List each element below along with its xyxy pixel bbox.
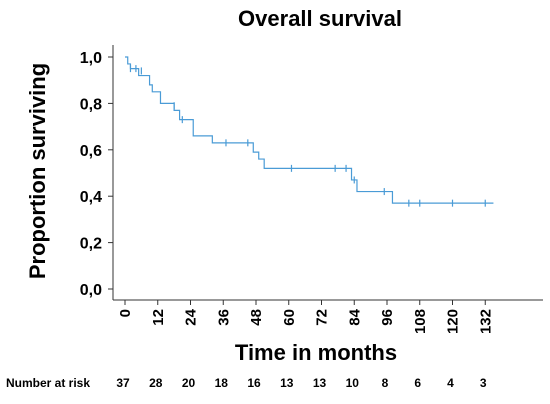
x-tick-label: 60	[281, 309, 298, 326]
x-ticks: 0 12 24 36 48 60 72 84 96 108 120 132	[117, 300, 494, 334]
risk-value: 13	[280, 376, 294, 390]
risk-value: 16	[247, 376, 261, 390]
chart-title: Overall survival	[238, 6, 402, 31]
risk-value: 37	[116, 376, 130, 390]
y-tick-label: 0,8	[80, 96, 102, 113]
risk-value: 20	[182, 376, 196, 390]
survival-curve	[125, 56, 494, 204]
risk-value: 6	[414, 376, 421, 390]
y-tick-label: 0,4	[80, 189, 102, 206]
risk-value: 10	[346, 376, 360, 390]
y-tick-label: 0,6	[80, 143, 102, 160]
y-ticks: 0,0 0,2 0,4 0,6 0,8 1,0	[80, 50, 113, 299]
x-tick-label: 72	[314, 309, 331, 326]
y-axis-label: Proportion surviving	[25, 63, 50, 279]
x-tick-label: 84	[346, 308, 363, 325]
risk-value: 3	[480, 376, 487, 390]
y-tick-label: 0,0	[80, 282, 102, 299]
x-tick-label: 36	[215, 309, 232, 326]
risk-value: 8	[382, 376, 389, 390]
risk-table-label: Number at risk	[6, 376, 90, 390]
risk-value: 28	[149, 376, 163, 390]
x-tick-label: 132	[477, 309, 494, 334]
x-tick-label: 12	[150, 309, 167, 326]
y-tick-label: 0,2	[80, 236, 102, 253]
risk-value: 13	[313, 376, 327, 390]
risk-value: 4	[447, 376, 454, 390]
plot-area	[125, 56, 494, 207]
x-tick-label: 24	[183, 308, 200, 325]
x-tick-label: 108	[412, 309, 429, 334]
x-tick-label: 96	[379, 309, 396, 326]
risk-value: 18	[215, 376, 229, 390]
x-axis-label: Time in months	[235, 340, 397, 365]
risk-table-row: 37 28 20 18 16 13 13 10 8 6 4 3	[116, 376, 487, 390]
x-tick-label: 48	[248, 309, 265, 326]
x-tick-label: 0	[117, 309, 134, 317]
y-tick-label: 1,0	[80, 50, 102, 67]
x-tick-label: 120	[445, 309, 462, 334]
